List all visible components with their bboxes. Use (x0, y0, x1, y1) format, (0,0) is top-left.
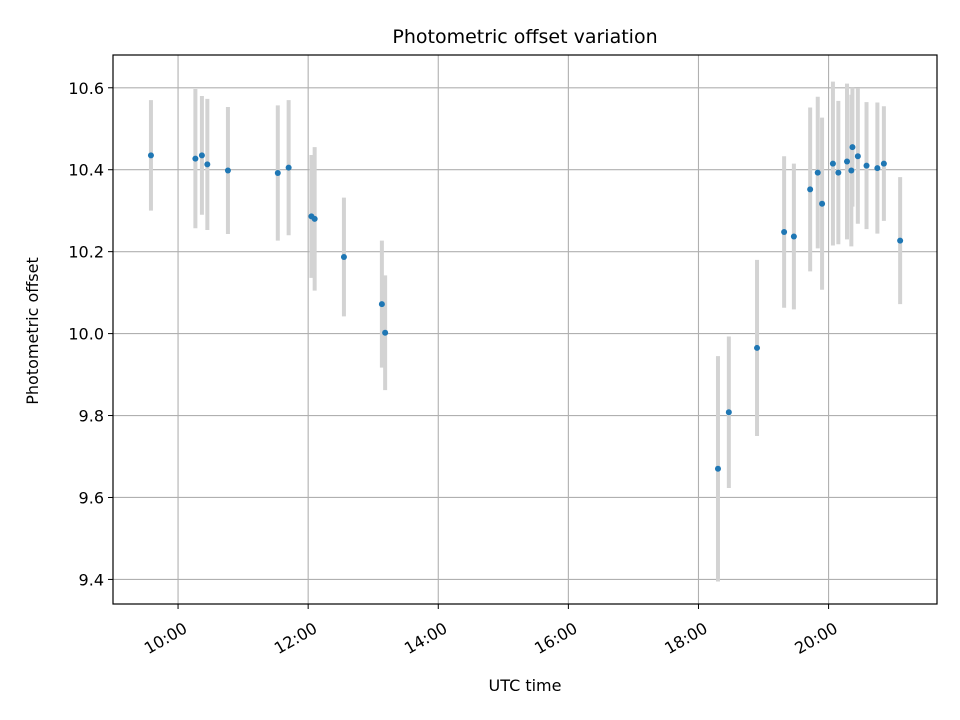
data-point (754, 344, 761, 351)
data-point (378, 301, 385, 308)
y-tick-label: 10.4 (68, 161, 104, 180)
x-axis-ticks: 10:00 12:00 14:00 16:00 18:00 20:00 (141, 604, 841, 658)
data-point (835, 169, 842, 176)
data-point (897, 237, 904, 244)
data-point (224, 167, 231, 174)
chart-title: Photometric offset variation (392, 26, 657, 48)
data-point (192, 155, 199, 162)
data-point (725, 409, 732, 416)
x-tick-label: 14:00 (401, 618, 450, 658)
data-point (714, 465, 721, 472)
x-tick-label: 12:00 (271, 618, 320, 658)
data-points (147, 144, 904, 472)
y-tick-label: 9.8 (79, 407, 104, 426)
x-tick-label: 10:00 (141, 618, 190, 658)
data-point (340, 253, 347, 260)
grid-lines (113, 55, 937, 604)
data-point (848, 167, 855, 174)
data-point (854, 153, 861, 160)
x-tick-label: 20:00 (791, 618, 840, 658)
data-point (849, 144, 856, 151)
x-tick-label: 16:00 (531, 618, 580, 658)
y-axis-ticks: 9.4 9.6 9.8 10.0 10.2 10.4 10.6 (68, 79, 113, 589)
data-point (814, 169, 821, 176)
data-point (285, 164, 292, 171)
data-point (274, 169, 281, 176)
data-point (204, 161, 211, 168)
data-point (781, 228, 788, 235)
data-point (382, 329, 389, 336)
data-point (790, 233, 797, 240)
x-axis-label: UTC time (489, 676, 562, 695)
y-tick-label: 10.2 (68, 243, 104, 262)
y-tick-label: 9.6 (79, 488, 104, 507)
plot-frame (112, 54, 938, 605)
data-point (198, 152, 205, 159)
data-point (863, 162, 870, 169)
data-point (311, 215, 318, 222)
data-point (844, 158, 851, 165)
data-point (829, 160, 836, 167)
data-point (147, 152, 154, 159)
data-point (807, 186, 814, 193)
error-bars (148, 81, 903, 582)
data-point (874, 165, 881, 172)
data-point (819, 200, 826, 207)
y-tick-label: 10.6 (68, 79, 104, 98)
y-tick-label: 9.4 (79, 570, 104, 589)
y-tick-label: 10.0 (68, 325, 104, 344)
x-tick-label: 18:00 (661, 618, 710, 658)
data-point (880, 160, 887, 167)
y-axis-label: Photometric offset (23, 257, 42, 405)
